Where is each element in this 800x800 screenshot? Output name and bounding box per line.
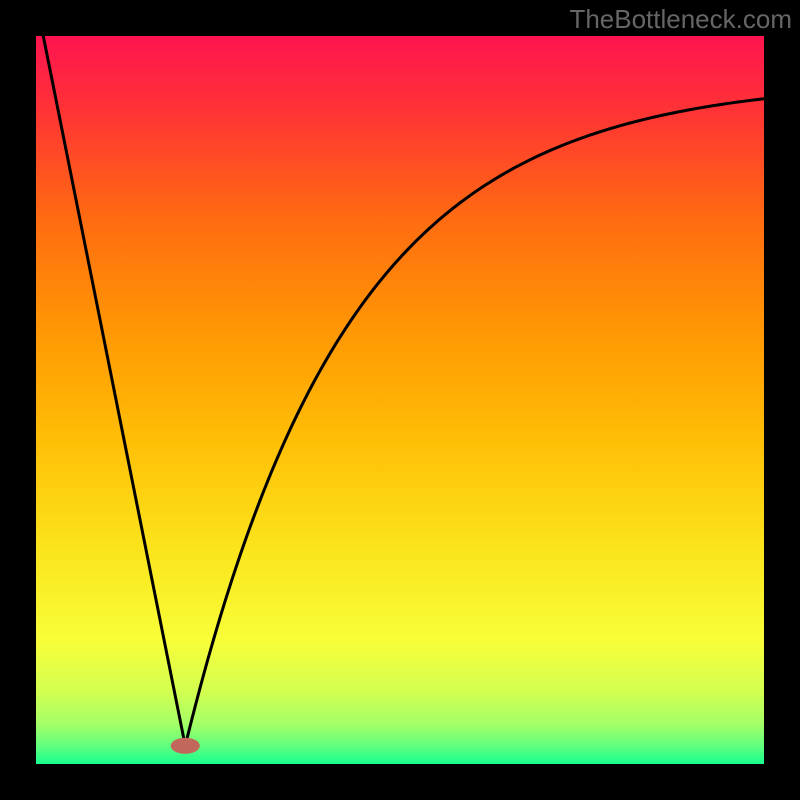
optimal-point-marker	[171, 738, 200, 754]
chart-svg	[0, 0, 800, 800]
plot-area	[36, 36, 764, 764]
chart-container: TheBottleneck.com	[0, 0, 800, 800]
